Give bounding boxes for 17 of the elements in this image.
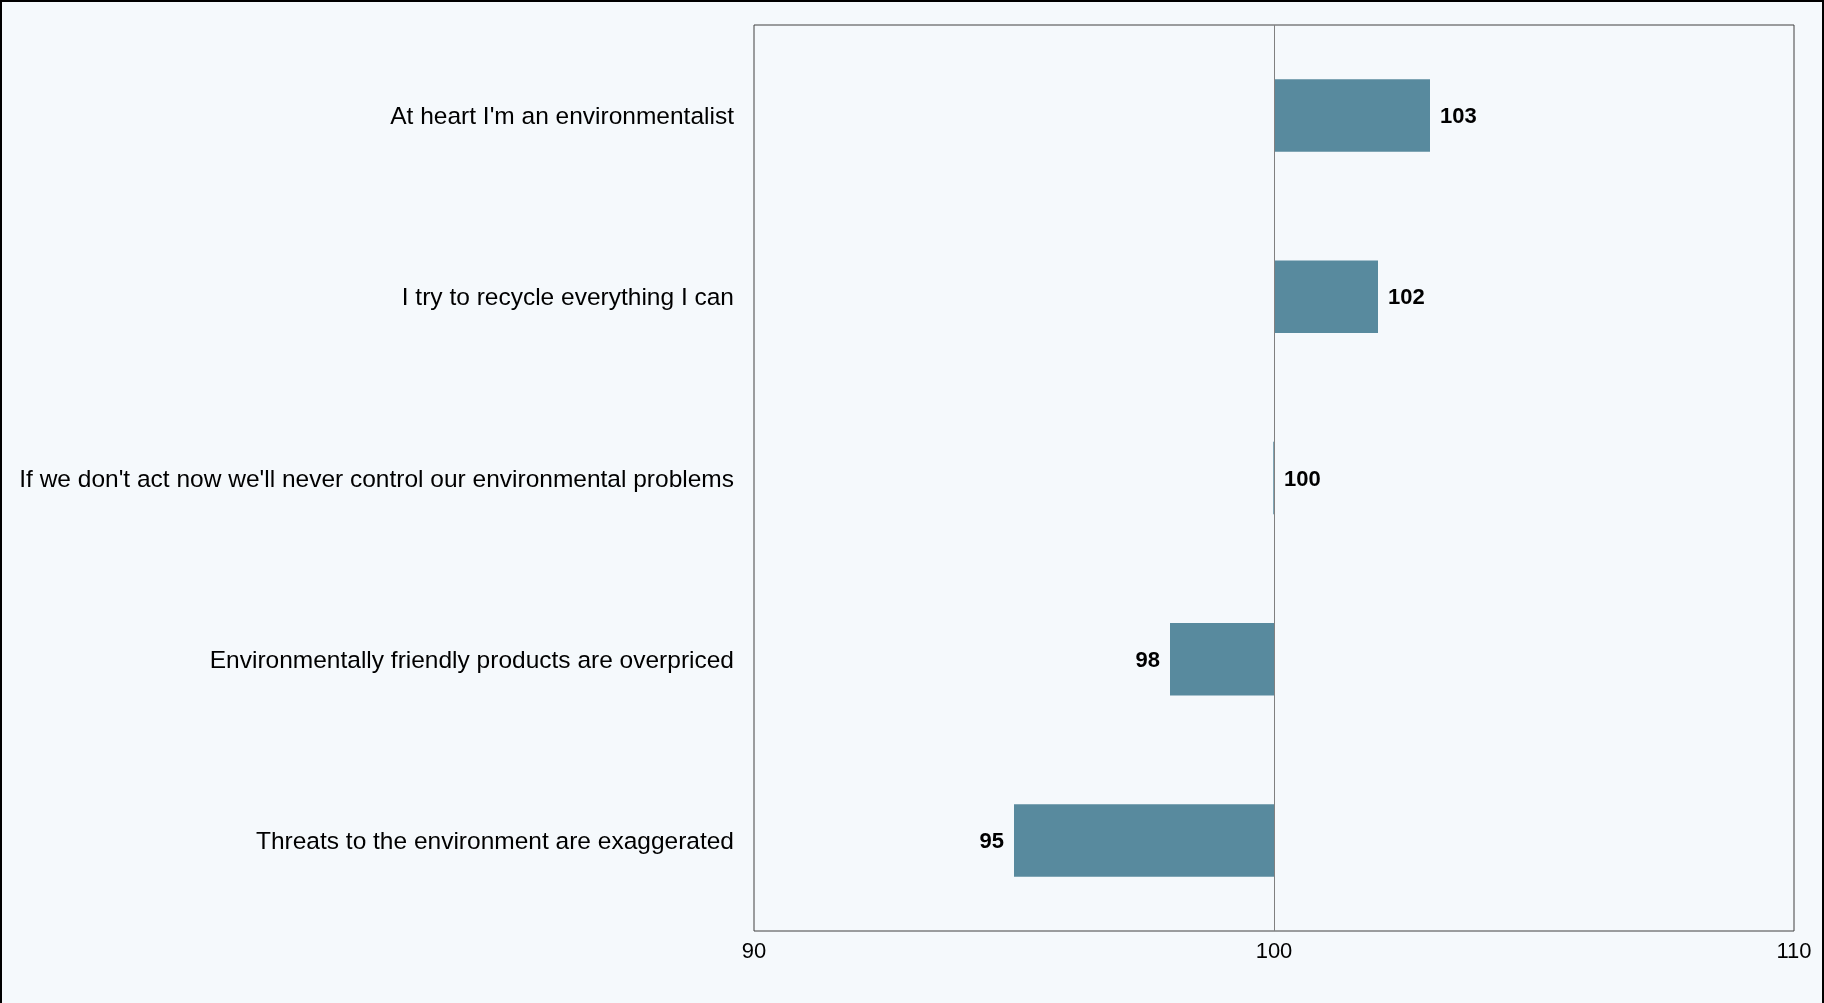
bar xyxy=(1014,804,1274,877)
data-label: 102 xyxy=(1388,284,1425,310)
bar xyxy=(1170,622,1274,696)
x-tick-label: 90 xyxy=(741,937,767,963)
y-tick-label: At heart I'm an environmentalist xyxy=(390,102,735,130)
bar xyxy=(1274,79,1430,152)
bar xyxy=(1274,260,1378,334)
data-label: 98 xyxy=(1135,646,1160,672)
y-tick-label: Environmentally friendly products are overpriced xyxy=(209,645,734,673)
data-label: 100 xyxy=(1284,465,1321,491)
y-tick-label: I try to recycle everything I can xyxy=(401,283,734,311)
data-label: 103 xyxy=(1440,103,1477,129)
x-tick-label: 100 xyxy=(1255,937,1293,963)
data-label: 95 xyxy=(979,827,1004,853)
y-tick-label: Threats to the environment are exaggerated xyxy=(255,826,734,854)
y-tick-label: If we don't act now we'll never control our environmental problems xyxy=(19,464,734,492)
x-tick-label: 110 xyxy=(1776,937,1812,963)
